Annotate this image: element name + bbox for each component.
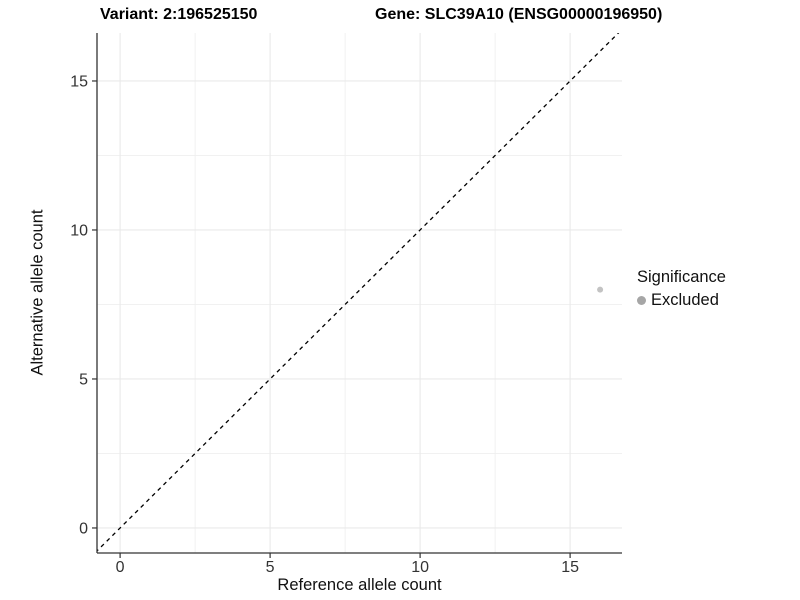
legend-item-excluded: Excluded xyxy=(637,291,726,310)
y-tick-label: 5 xyxy=(79,371,88,388)
x-tick-label: 10 xyxy=(411,559,429,576)
identity-reference-line xyxy=(97,33,620,552)
x-axis-title: Reference allele count xyxy=(277,576,442,594)
legend: Significance Excluded xyxy=(637,268,726,310)
y-axis-title: Alternative allele count xyxy=(28,209,47,376)
plot-title-gene: Gene: SLC39A10 (ENSG00000196950) xyxy=(375,6,663,23)
plot-title-variant: Variant: 2:196525150 xyxy=(100,6,258,23)
data-point xyxy=(597,286,604,293)
y-tick-label: 10 xyxy=(70,222,88,239)
legend-point-icon xyxy=(637,296,646,305)
legend-title: Significance xyxy=(637,268,726,286)
x-tick-label: 5 xyxy=(266,559,275,576)
legend-item-label: Excluded xyxy=(651,291,719,309)
x-tick-label: 0 xyxy=(116,559,125,576)
y-tick-label: 15 xyxy=(70,73,88,90)
y-tick-label: 0 xyxy=(79,520,88,537)
x-tick-label: 15 xyxy=(561,559,579,576)
